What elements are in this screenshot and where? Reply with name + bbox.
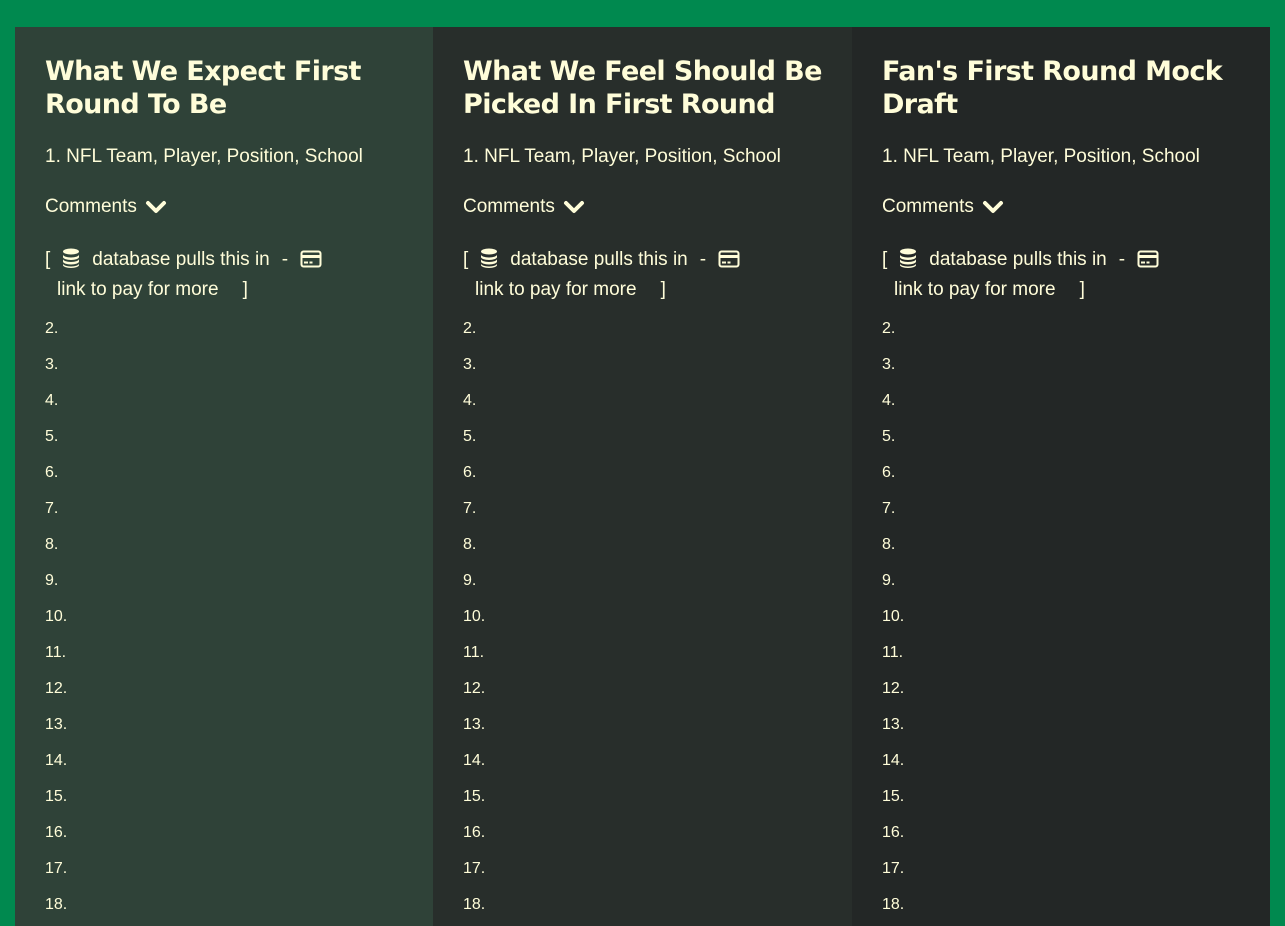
pick-list-item: 4. [45, 392, 59, 409]
pick-list-item: 4. [882, 392, 896, 409]
comments-label: Comments [882, 196, 974, 217]
comments-toggle[interactable]: Comments [463, 195, 852, 219]
pick-list-item: 13. [882, 716, 905, 733]
comments-toggle[interactable]: Comments [882, 195, 1270, 219]
first-pick-entry: 1. NFL Team, Player, Position, School [45, 146, 363, 167]
pick-list-item: 15. [45, 788, 68, 805]
pick-list-item: 16. [882, 824, 905, 841]
pick-list-item: 6. [463, 464, 477, 481]
pick-list-item: 10. [882, 608, 905, 625]
pick-list-item: 16. [463, 824, 486, 841]
pick-list-item: 2. [882, 320, 896, 337]
comments-label: Comments [463, 196, 555, 217]
pick-list-item: 18. [463, 896, 486, 913]
database-text: database pulls this in [929, 249, 1107, 270]
pick-list-item: 10. [463, 608, 486, 625]
comments-toggle[interactable]: Comments [45, 195, 433, 219]
picks-list: 2. 3. 4. 5. 6. 7. 8. 9. 10. 11. 12. 13. 14. 15. 16. 17.… [463, 311, 852, 923]
database-notice: [ database pulls this in - link to pay fo… [882, 245, 1227, 305]
pick-list-item: 5. [882, 428, 896, 445]
column-title: Fan's First Round Mock Draft [882, 56, 1223, 120]
database-text: database pulls this in [510, 249, 688, 270]
pick-list-item: 13. [45, 716, 68, 733]
draft-columns-container: What We Expect First Round To Be 1. NFL … [15, 27, 1270, 926]
chevron-down-icon [145, 201, 166, 213]
draft-column-2: What We Feel Should Be Picked In First R… [433, 27, 852, 926]
chevron-down-icon [563, 201, 584, 213]
bracket-close: ] [1079, 279, 1085, 300]
pick-list-item: 8. [463, 536, 477, 553]
pick-list-item: 3. [463, 356, 477, 373]
column-title: What We Feel Should Be Picked In First R… [463, 56, 822, 120]
pick-list-item: 7. [45, 500, 59, 517]
database-icon [900, 248, 917, 268]
first-pick-entry: 1. NFL Team, Player, Position, School [882, 146, 1200, 167]
pick-list-item: 14. [463, 752, 486, 769]
pick-list-item: 5. [463, 428, 477, 445]
pay-for-more-link[interactable]: link to pay for more [475, 279, 637, 300]
database-notice: [ database pulls this in - link to pay fo… [45, 245, 390, 305]
database-icon [63, 248, 80, 268]
pick-list-item: 8. [45, 536, 59, 553]
credit-card-icon [300, 250, 322, 268]
pick-list-item: 11. [45, 644, 67, 661]
pick-list-item: 4. [463, 392, 477, 409]
pick-list-item: 18. [45, 896, 68, 913]
credit-card-icon [1137, 250, 1159, 268]
column-title: What We Expect First Round To Be [45, 56, 361, 120]
pick-list-item: 3. [882, 356, 896, 373]
pick-list-item: 12. [882, 680, 905, 697]
pick-list-item: 18. [882, 896, 905, 913]
credit-card-icon [718, 250, 740, 268]
pick-list-item: 9. [463, 572, 477, 589]
pick-list-item: 10. [45, 608, 68, 625]
pick-list-item: 12. [463, 680, 486, 697]
pick-list-item: 2. [45, 320, 59, 337]
pick-list-item: 9. [882, 572, 896, 589]
pick-list-item: 7. [882, 500, 896, 517]
pick-list-item: 15. [882, 788, 905, 805]
pick-list-item: 7. [463, 500, 477, 517]
pick-list-item: 5. [45, 428, 59, 445]
pick-list-item: 17. [882, 860, 905, 877]
pick-list-item: 12. [45, 680, 68, 697]
pick-list-item: 17. [45, 860, 68, 877]
pick-list-item: 11. [882, 644, 904, 661]
pick-list-item: 14. [45, 752, 68, 769]
bracket-open: [ [882, 249, 888, 270]
pick-list-item: 13. [463, 716, 486, 733]
draft-column-3: Fan's First Round Mock Draft 1. NFL Team… [852, 27, 1270, 926]
pick-list-item: 16. [45, 824, 68, 841]
separator: - [699, 249, 707, 270]
pick-list-item: 14. [882, 752, 905, 769]
database-notice: [ database pulls this in - link to pay fo… [463, 245, 808, 305]
pay-for-more-link[interactable]: link to pay for more [894, 279, 1056, 300]
pick-list-item: 15. [463, 788, 486, 805]
pick-list-item: 3. [45, 356, 59, 373]
bracket-open: [ [45, 249, 51, 270]
first-pick-entry: 1. NFL Team, Player, Position, School [463, 146, 781, 167]
separator: - [1118, 249, 1126, 270]
database-text: database pulls this in [92, 249, 270, 270]
bracket-close: ] [242, 279, 248, 300]
database-icon [481, 248, 498, 268]
pay-for-more-link[interactable]: link to pay for more [57, 279, 219, 300]
bracket-open: [ [463, 249, 469, 270]
pick-list-item: 6. [882, 464, 896, 481]
pick-list-item: 6. [45, 464, 59, 481]
pick-list-item: 17. [463, 860, 486, 877]
picks-list: 2. 3. 4. 5. 6. 7. 8. 9. 10. 11. 12. 13. 14. 15. 16. 17.… [45, 311, 433, 923]
pick-list-item: 11. [463, 644, 485, 661]
comments-label: Comments [45, 196, 137, 217]
pick-list-item: 9. [45, 572, 59, 589]
chevron-down-icon [982, 201, 1003, 213]
pick-list-item: 2. [463, 320, 477, 337]
picks-list: 2. 3. 4. 5. 6. 7. 8. 9. 10. 11. 12. 13. 14. 15. 16. 17.… [882, 311, 1270, 923]
bracket-close: ] [660, 279, 666, 300]
pick-list-item: 8. [882, 536, 896, 553]
separator: - [281, 249, 289, 270]
draft-column-1: What We Expect First Round To Be 1. NFL … [15, 27, 433, 926]
